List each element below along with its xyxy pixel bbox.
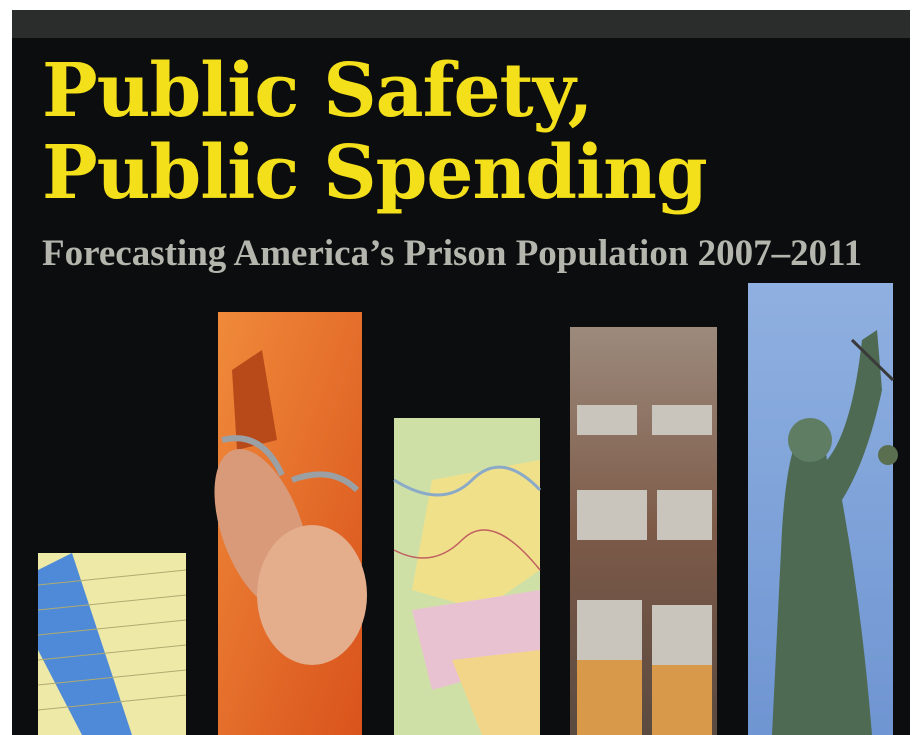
rowhouses-photo [570, 327, 717, 735]
spreadsheet-photo [38, 553, 186, 735]
photo-panels [12, 10, 910, 735]
justice-statue-photo [748, 283, 898, 735]
cover: Public Safety, Public Spending Forecasti… [12, 10, 910, 735]
handcuffs-photo [195, 312, 367, 735]
map-photo [394, 418, 540, 735]
